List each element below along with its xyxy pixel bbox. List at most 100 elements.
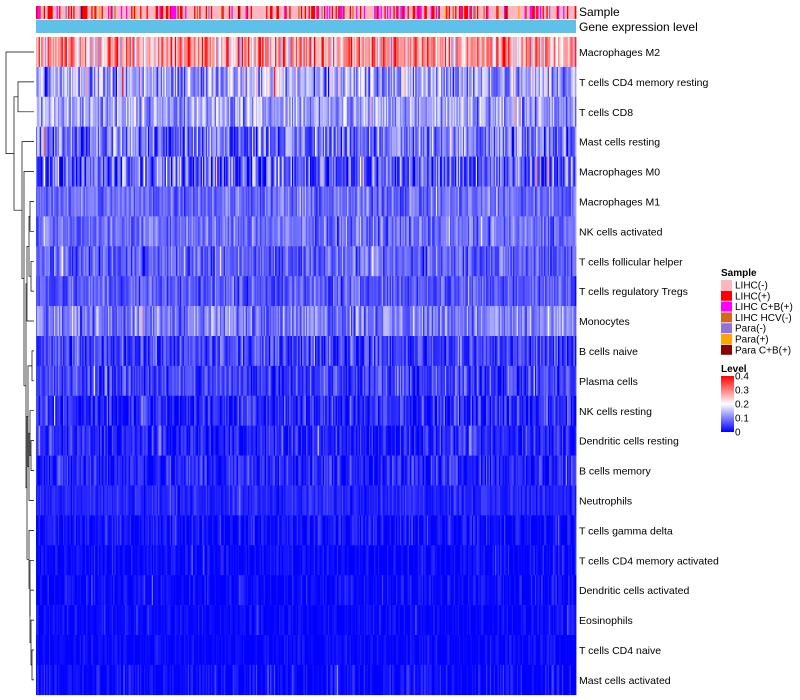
heatmap-cell (160, 66, 163, 98)
heatmap-cell (495, 246, 497, 277)
heatmap-cell (574, 96, 577, 127)
heatmap-cell (531, 186, 533, 217)
heatmap-cell (216, 216, 218, 247)
heatmap-cell (372, 336, 375, 367)
heatmap-cell (419, 37, 421, 68)
heatmap-cell (178, 246, 181, 277)
heatmap-cell (424, 186, 426, 217)
heatmap-cell (177, 126, 180, 157)
heatmap-cell (416, 336, 419, 367)
sample-cell (37, 6, 39, 19)
heatmap-cell (469, 156, 471, 187)
heatmap-cell (261, 216, 263, 247)
heatmap-cell (37, 186, 39, 217)
heatmap-cell (514, 186, 516, 217)
heatmap-cell (51, 276, 54, 307)
heatmap-cell (106, 66, 109, 98)
heatmap-cell (51, 186, 54, 217)
heatmap-cell (411, 96, 414, 127)
heatmap-cell (55, 66, 57, 98)
heatmap-cell (99, 276, 101, 307)
heatmap-cell (72, 306, 74, 337)
heatmap-cell (158, 336, 160, 367)
heatmap-cell (86, 66, 88, 98)
heatmap-cell (430, 306, 433, 337)
heatmap-cell (159, 306, 162, 337)
heatmap-cell (176, 66, 178, 98)
heatmap-cell (230, 216, 232, 247)
sample-cell (442, 6, 444, 19)
heatmap-cell (551, 246, 554, 277)
heatmap-cell (104, 246, 106, 277)
heatmap-cell (340, 37, 343, 68)
heatmap-cell (444, 306, 447, 337)
heatmap-cell (96, 156, 99, 187)
sample-cell (263, 6, 266, 19)
heatmap-cell (266, 96, 268, 127)
heatmap-cell (473, 96, 475, 127)
heatmap-cell (69, 96, 72, 127)
heatmap-cell (471, 216, 474, 247)
heatmap-cell (124, 96, 127, 127)
heatmap-cell (88, 216, 91, 247)
heatmap-cell (378, 37, 380, 68)
sample-cell (173, 6, 176, 19)
heatmap-cell (538, 66, 541, 98)
heatmap-cell (554, 96, 556, 127)
heatmap-cell (388, 96, 390, 127)
heatmap-cell (306, 37, 308, 68)
heatmap-cell (570, 156, 573, 187)
heatmap-cell (432, 126, 434, 157)
heatmap-cell (122, 66, 124, 98)
heatmap-cell (60, 126, 63, 157)
sample-cell (374, 6, 376, 19)
heatmap-cell (38, 126, 41, 157)
heatmap-cell (61, 126, 64, 157)
heatmap-cell (110, 306, 113, 337)
sample-cell (416, 6, 419, 19)
heatmap-cell (569, 37, 572, 68)
heatmap-cell (370, 156, 372, 187)
heatmap-cell (190, 276, 192, 307)
heatmap-cell (351, 216, 353, 247)
heatmap-cell (129, 186, 132, 217)
heatmap-cell (144, 276, 146, 307)
heatmap-cell (345, 306, 348, 337)
heatmap-cell (122, 126, 124, 157)
heatmap-cell (488, 246, 491, 277)
heatmap-cell (91, 186, 93, 217)
heatmap-cell (336, 246, 339, 277)
heatmap-cell (275, 37, 277, 68)
heatmap-cell (200, 216, 203, 247)
heatmap-cell (194, 276, 196, 307)
heatmap-cell (99, 37, 101, 68)
heatmap-cell (243, 246, 245, 277)
sample-cell (203, 6, 205, 19)
heatmap-cell (430, 96, 433, 127)
heatmap-cell (120, 276, 123, 307)
heatmap-cell (428, 37, 430, 68)
heatmap-cell (131, 96, 133, 127)
heatmap-cell (414, 216, 416, 247)
heatmap-cell (473, 276, 475, 307)
heatmap-cell (438, 66, 441, 98)
heatmap-cell (164, 126, 167, 157)
heatmap-cell (333, 276, 335, 307)
heatmap-cell (104, 37, 106, 68)
heatmap-cell (302, 96, 304, 127)
heatmap-cell (411, 37, 414, 68)
heatmap-cell (533, 306, 536, 337)
sample-cell (66, 6, 69, 19)
heatmap-cell (516, 246, 519, 277)
heatmap-cell (532, 96, 534, 127)
heatmap-cell (369, 336, 371, 367)
heatmap-cell (342, 246, 344, 277)
heatmap-cell (336, 37, 339, 68)
sample-cell (525, 6, 528, 19)
heatmap-cell (500, 37, 502, 68)
sample-cell (542, 6, 545, 19)
heatmap-cell (461, 216, 464, 247)
heatmap-cell (425, 186, 428, 217)
heatmap-cell (221, 96, 223, 127)
heatmap-cell (326, 156, 329, 187)
